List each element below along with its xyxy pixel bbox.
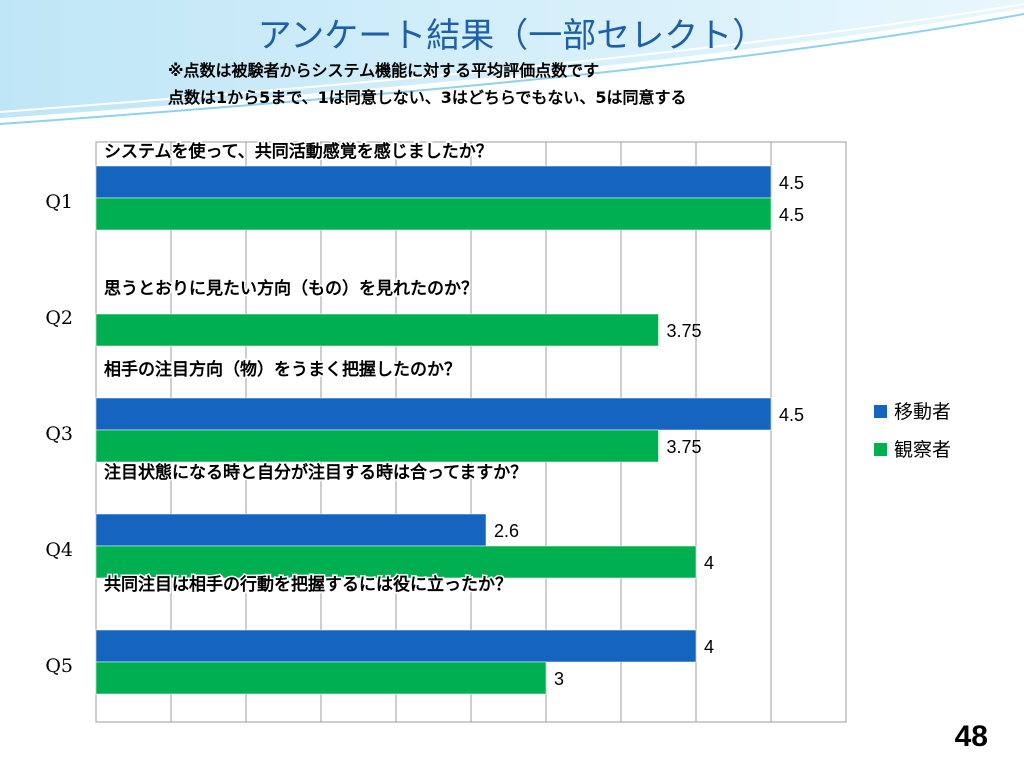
data-label: 3.75	[667, 437, 702, 457]
legend-entry: 観察者	[894, 439, 951, 461]
bar	[95, 429, 659, 463]
bar	[95, 165, 772, 199]
category-label: Q4	[45, 539, 73, 561]
data-label: 4.5	[779, 173, 804, 193]
question-annotation: 共同注目は相手の行動を把握するには役に立ったか？	[104, 574, 512, 595]
slide-title: アンケート結果（一部セレクト）	[257, 16, 767, 56]
question-annotation: 思うとおりに見たい方向（もの）を見れたのか？	[104, 278, 478, 299]
category-label: Q5	[45, 655, 73, 677]
data-label: 4.5	[779, 405, 804, 425]
header-swoosh-decoration	[0, 0, 1024, 125]
subtitle-line-1: ※点数は被験者からシステム機能に対する平均評価点数です	[168, 61, 600, 80]
subtitle-line-2: 点数は1から5まで、1は同意しない、3はどちらでもない、5は同意する	[168, 88, 687, 107]
bar	[95, 661, 547, 695]
bar	[95, 545, 697, 579]
data-label: 4	[704, 637, 714, 657]
bar	[95, 513, 487, 547]
data-label: 2.6	[494, 521, 519, 541]
page-number: 48	[954, 720, 988, 753]
category-label: Q3	[45, 423, 73, 445]
bar	[95, 313, 659, 347]
data-label: 3	[554, 669, 564, 689]
legend-swatch	[874, 443, 887, 456]
bar	[95, 197, 772, 231]
legend-swatch	[874, 405, 887, 418]
bar	[95, 629, 697, 663]
bar	[95, 397, 772, 431]
legend-entry: 移動者	[894, 401, 951, 423]
data-label: 4	[704, 553, 714, 573]
question-annotation: システムを使って、共同活動感覚を感じましたか？	[104, 141, 493, 162]
category-label: Q2	[45, 307, 73, 329]
question-annotation: 相手の注目方向（物）をうまく把握したのか？	[104, 359, 461, 380]
data-label: 3.75	[667, 321, 702, 341]
question-annotation: 注目状態になる時と自分が注目する時は合ってますか？	[104, 462, 527, 483]
data-label: 4.5	[779, 205, 804, 225]
category-label: Q1	[45, 191, 73, 213]
